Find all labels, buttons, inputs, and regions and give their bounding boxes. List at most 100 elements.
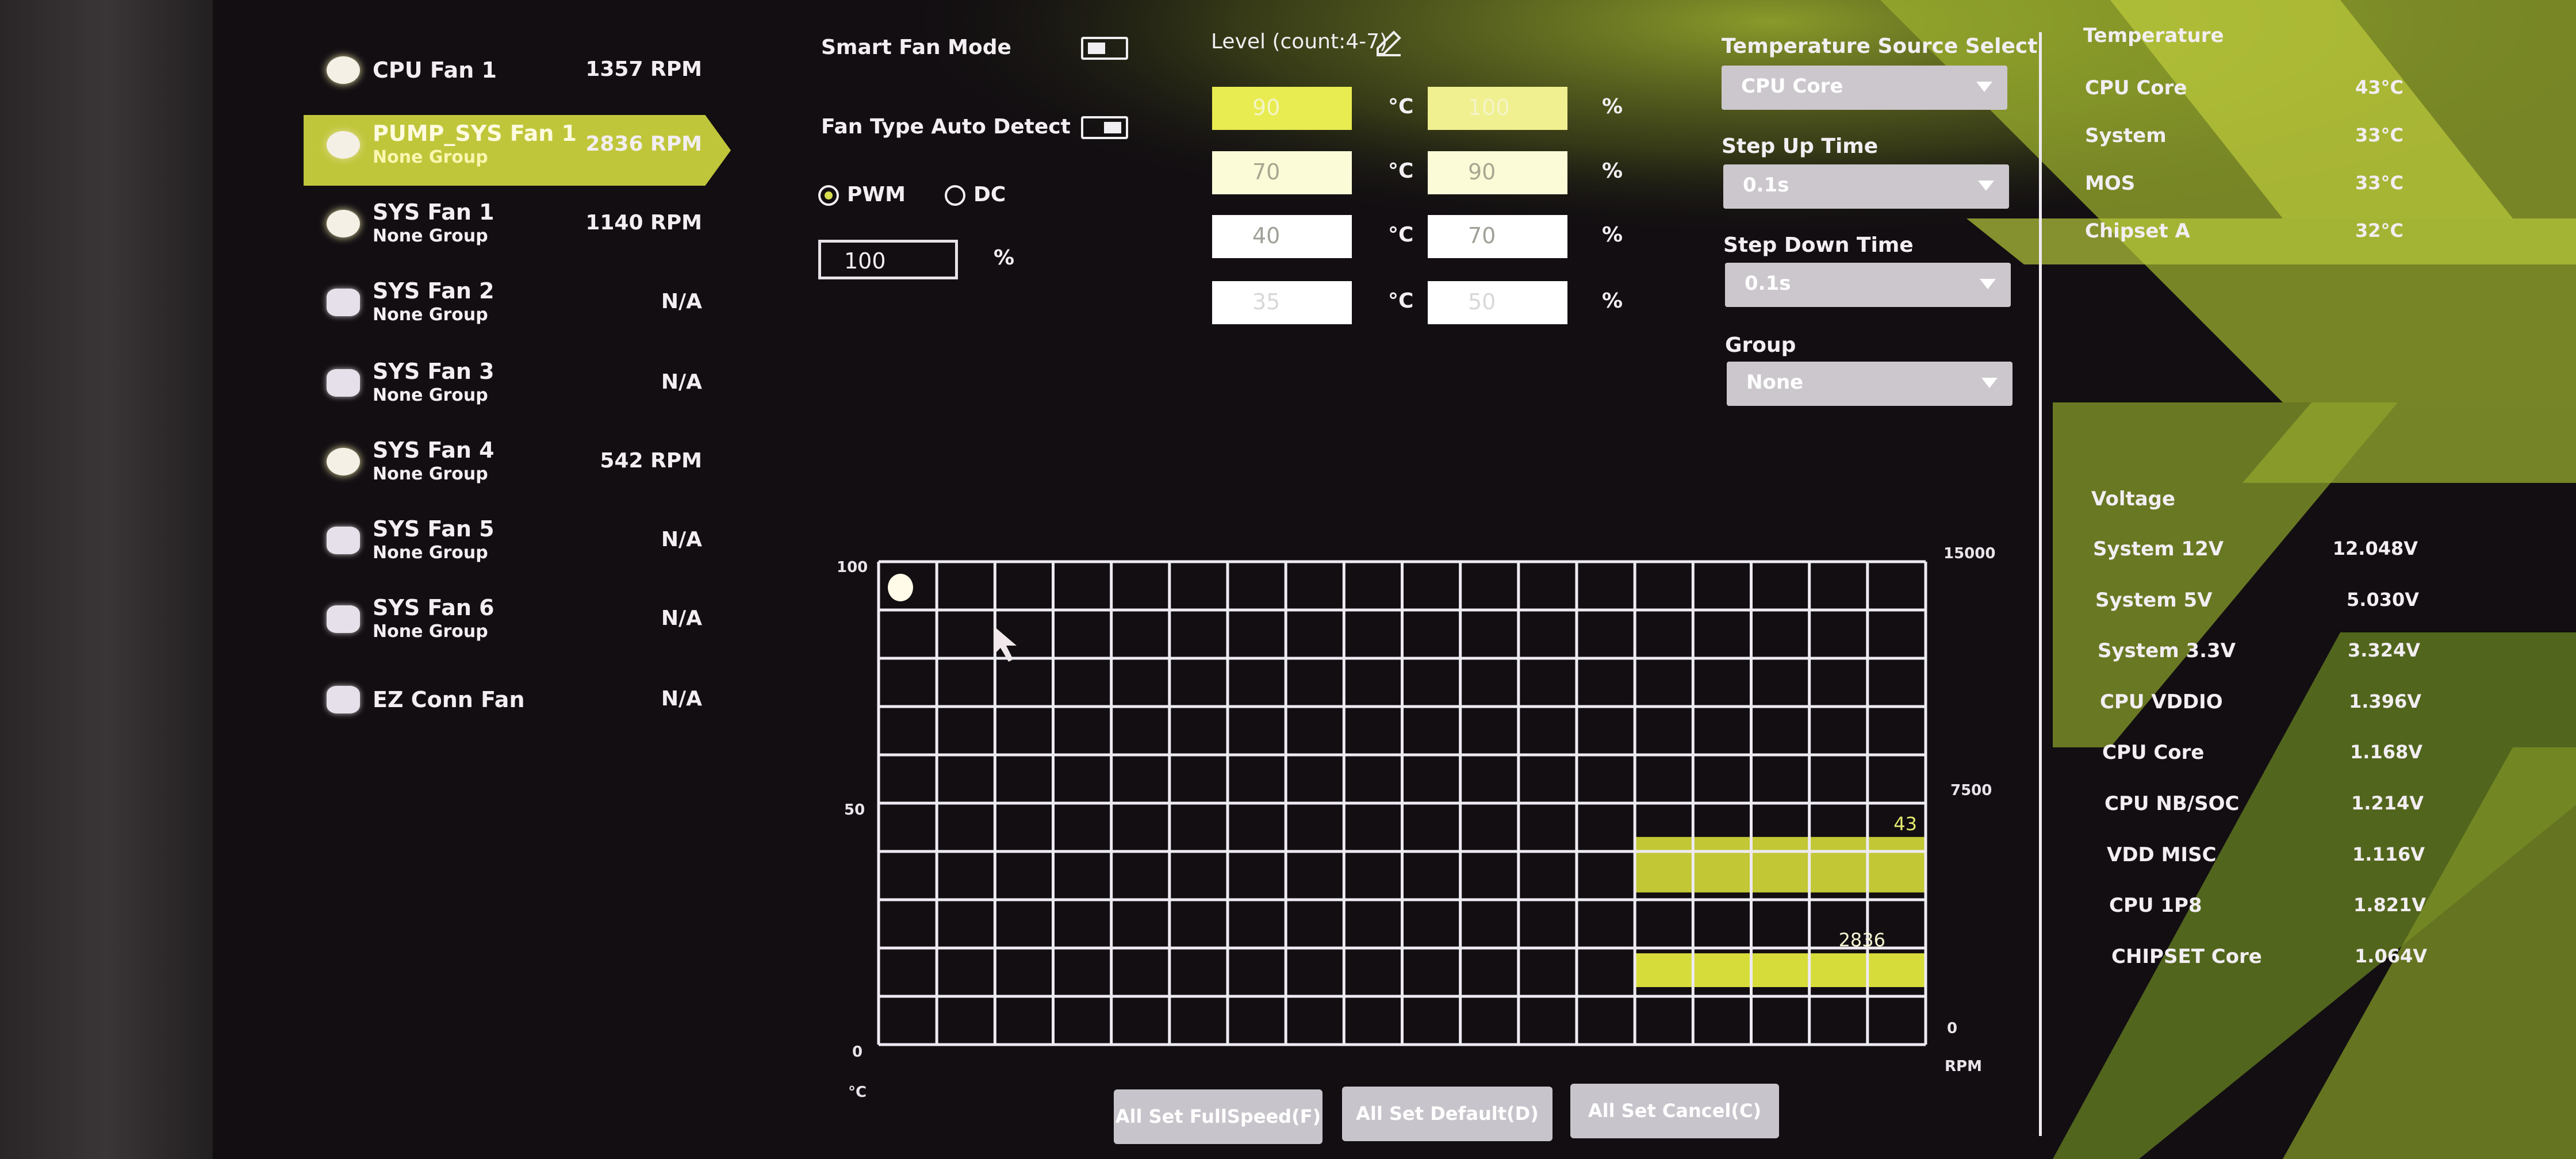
fan-icon: [327, 605, 360, 633]
fan-item[interactable]: SYS Fan 6 None Group N/A: [304, 589, 731, 660]
fan-rpm: 2836 RPM: [585, 132, 702, 156]
group-value: None: [1746, 371, 1804, 394]
voltage-label: CHIPSET Core: [2111, 945, 2262, 968]
voltage-label: System 5V: [2095, 588, 2213, 612]
chevron-down-icon: [1980, 279, 1996, 289]
level-speed-input[interactable]: 90: [1428, 151, 1567, 194]
level-speed-input[interactable]: 70: [1428, 215, 1567, 258]
fan-item[interactable]: CPU Fan 1 1357 RPM: [304, 40, 731, 111]
temperature-label: CPU Core: [2085, 76, 2187, 99]
all-set-cancel-button[interactable]: All Set Cancel(C): [1570, 1084, 1779, 1138]
rpm-indicator-bar: [1635, 953, 1926, 987]
voltage-value: 1.214V: [2351, 792, 2424, 814]
fan-item[interactable]: SYS Fan 4 None Group 542 RPM: [304, 432, 731, 502]
fan-group: None Group: [373, 385, 488, 405]
voltage-value: 1.168V: [2350, 741, 2422, 763]
curve-handle[interactable]: [888, 574, 913, 601]
voltage-label: CPU VDDIO: [2100, 690, 2223, 713]
fan-name: CPU Fan 1: [373, 57, 497, 83]
edit-pencil-icon[interactable]: [1374, 29, 1403, 57]
rpm-indicator-label: 2836: [1839, 929, 1885, 951]
fan-speed-input[interactable]: 100: [818, 240, 958, 279]
level-temp-input[interactable]: 70: [1212, 151, 1352, 194]
smart-fan-mode-toggle[interactable]: [1081, 37, 1128, 60]
right-axis-unit: RPM: [1945, 1058, 1982, 1075]
level-temp-unit: °C: [1388, 95, 1414, 118]
fan-item[interactable]: PUMP_SYS Fan 1 None Group 2836 RPM: [304, 115, 731, 186]
voltage-label: System 12V: [2093, 538, 2224, 561]
pwm-radio[interactable]: [818, 185, 839, 206]
left-axis-tick: 0: [852, 1043, 863, 1061]
fan-item[interactable]: SYS Fan 5 None Group N/A: [304, 511, 731, 581]
voltage-label: VDD MISC: [2107, 843, 2217, 866]
group-dropdown[interactable]: None: [1727, 362, 2012, 406]
panel-divider: [2039, 32, 2042, 1136]
step-down-label: Step Down Time: [1723, 233, 1914, 257]
temperature-value: 32°C: [2355, 220, 2404, 241]
voltage-title: Voltage: [2091, 488, 2176, 511]
fan-group: None Group: [373, 621, 488, 642]
temperature-value: 43°C: [2355, 76, 2404, 98]
fan-rpm: N/A: [661, 607, 702, 630]
step-up-dropdown[interactable]: 0.1s: [1723, 164, 2009, 209]
voltage-value: 5.030V: [2347, 588, 2419, 611]
level-temp-unit: °C: [1388, 159, 1414, 183]
monitor-bezel: [0, 0, 213, 1159]
left-axis-tick: 100: [837, 559, 868, 576]
level-speed-input[interactable]: 50: [1428, 281, 1567, 324]
background-stripes: [788, 0, 2576, 1159]
fan-item[interactable]: SYS Fan 3 None Group N/A: [304, 353, 731, 424]
level-temp-input[interactable]: 35: [1212, 281, 1352, 324]
right-axis-tick: 0: [1947, 1020, 1958, 1037]
fan-icon: [327, 369, 360, 397]
fan-name: SYS Fan 4: [373, 437, 494, 463]
mouse-cursor-icon: [994, 626, 1017, 662]
level-temp-input[interactable]: 40: [1212, 215, 1352, 258]
voltage-value: 3.324V: [2348, 639, 2420, 662]
fan-rpm: N/A: [661, 528, 702, 551]
temp-source-dropdown[interactable]: CPU Core: [1722, 66, 2007, 110]
all-set-default-button[interactable]: All Set Default(D): [1342, 1087, 1552, 1141]
chevron-down-icon: [1978, 181, 1994, 191]
fan-icon: [327, 131, 360, 159]
fan-name: SYS Fan 5: [373, 516, 494, 542]
temperature-value: 33°C: [2355, 172, 2404, 194]
fan-item[interactable]: SYS Fan 2 None Group N/A: [304, 273, 731, 343]
fan-group: None Group: [373, 305, 488, 325]
smart-fan-mode-label: Smart Fan Mode: [821, 36, 1011, 59]
fan-name: PUMP_SYS Fan 1: [373, 121, 577, 146]
voltage-value: 1.064V: [2355, 945, 2427, 967]
level-speed-unit: %: [1602, 159, 1623, 183]
level-speed-input[interactable]: 100: [1428, 87, 1567, 130]
fan-name: SYS Fan 3: [373, 359, 494, 384]
chevron-down-icon: [1981, 378, 1998, 388]
fan-icon: [327, 448, 360, 475]
fan-icon: [327, 686, 360, 713]
all-set-fullspeed-button[interactable]: All Set FullSpeed(F): [1114, 1089, 1322, 1144]
step-down-value: 0.1s: [1745, 272, 1791, 295]
dc-radio[interactable]: [945, 185, 965, 206]
bios-screen: Smart Fan Mode Fan Type Auto Detect PWM …: [213, 0, 2576, 1159]
temperature-indicator-label: 43: [1893, 813, 1917, 835]
fan-name: SYS Fan 6: [373, 595, 494, 620]
fan-item[interactable]: EZ Conn Fan N/A: [304, 670, 731, 740]
level-temp-input[interactable]: 90: [1212, 87, 1352, 130]
fan-type-auto-detect-toggle[interactable]: [1081, 116, 1128, 139]
temperature-value: 33°C: [2355, 124, 2404, 146]
fan-curve-chart[interactable]: 43 2836: [788, 517, 2053, 1092]
pwm-label: PWM: [847, 183, 906, 206]
fan-rpm: 542 RPM: [600, 449, 702, 473]
right-axis-tick: 7500: [1950, 782, 1992, 799]
temperature-label: Chipset A: [2085, 220, 2190, 243]
fan-rpm: 1140 RPM: [585, 211, 702, 235]
fan-rpm: N/A: [661, 687, 702, 711]
temp-source-label: Temperature Source Select: [1722, 34, 2038, 58]
level-speed-unit: %: [1602, 223, 1623, 247]
level-title: Level (count:4-7): [1211, 30, 1388, 53]
fan-item[interactable]: SYS Fan 1 None Group 1140 RPM: [304, 194, 731, 264]
voltage-label: CPU 1P8: [2109, 894, 2202, 918]
temperature-title: Temperature: [2083, 24, 2224, 47]
step-down-dropdown[interactable]: 0.1s: [1725, 263, 2011, 307]
fan-name: SYS Fan 1: [373, 199, 494, 225]
voltage-value: 1.821V: [2353, 894, 2426, 916]
